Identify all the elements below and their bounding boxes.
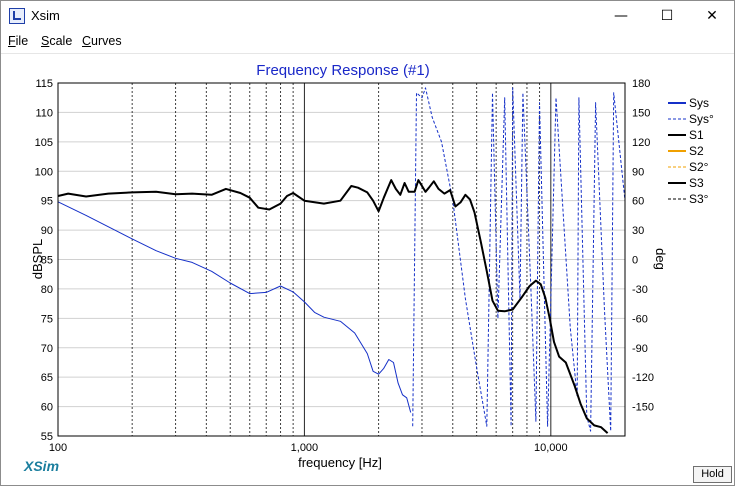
menu-curves[interactable]: Curves xyxy=(82,34,122,48)
y-right-axis-label: deg xyxy=(653,248,668,270)
legend[interactable]: Sys Sys° S1 S2 S2° S3 S3° xyxy=(668,96,714,206)
x-tick-label: 100 xyxy=(49,442,67,454)
plot-frame xyxy=(57,82,626,437)
legend-label: S1 xyxy=(689,128,704,142)
menu-scale[interactable]: Scale xyxy=(41,34,72,48)
y-right-tick-label: 150 xyxy=(632,107,650,119)
menu-curves-label: urves xyxy=(91,34,122,48)
y-right-tick-label: 180 xyxy=(632,78,650,90)
y-right-tick-label: 0 xyxy=(632,255,638,267)
legend-label: S2° xyxy=(689,160,709,174)
minimize-button[interactable]: — xyxy=(614,8,628,24)
y-tick-label: 85 xyxy=(41,255,53,267)
series-line-sys xyxy=(57,201,412,413)
y-tick-label: 60 xyxy=(41,402,53,414)
window-title: Xsim xyxy=(31,8,60,23)
y-right-tick-label: 60 xyxy=(632,196,644,208)
y-right-tick-label: 30 xyxy=(632,225,644,237)
xsim-brand-logo: XSim xyxy=(24,458,60,474)
x-tick-label: 10,000 xyxy=(534,442,568,454)
y-right-tick-label: -120 xyxy=(632,372,654,384)
title-bar[interactable]: Xsim — ☐ ✕ xyxy=(1,1,734,31)
legend-label: S3° xyxy=(689,192,709,206)
y-tick-label: 105 xyxy=(35,137,53,149)
x-tick-label: 1,000 xyxy=(291,442,319,454)
y-right-tick-label: 90 xyxy=(632,166,644,178)
legend-label: Sys° xyxy=(689,112,714,126)
menu-separator xyxy=(1,53,734,54)
hold-button[interactable]: Hold xyxy=(693,466,732,483)
chart-title: Frequency Response (#1) xyxy=(256,62,429,79)
y-tick-label: 100 xyxy=(35,166,53,178)
x-axis-label: frequency [Hz] xyxy=(298,455,382,470)
close-button[interactable]: ✕ xyxy=(706,8,718,24)
y-axis-label: dBSPL xyxy=(30,239,45,279)
legend-label: S3 xyxy=(689,176,704,190)
series-lines xyxy=(57,87,626,434)
menu-file-label: ile xyxy=(15,34,29,48)
y-tick-label: 115 xyxy=(35,78,53,90)
tick-labels: 55 60 65 70 75 80 85 90 95 100 105 110 115 -150 -120 -9… xyxy=(35,78,654,454)
y-tick-label: 95 xyxy=(41,196,53,208)
menu-scale-accel: S xyxy=(41,34,50,48)
y-tick-label: 90 xyxy=(41,225,53,237)
y-tick-label: 65 xyxy=(41,372,53,384)
menu-file-accel: F xyxy=(8,34,16,48)
series-line-sys-phase xyxy=(412,87,626,432)
y-right-tick-label: -150 xyxy=(632,402,654,414)
y-tick-label: 75 xyxy=(41,313,53,325)
maximize-button[interactable]: ☐ xyxy=(660,8,674,24)
menu-bar: File Scale Curves xyxy=(1,32,734,52)
menu-scale-label: cale xyxy=(49,34,73,48)
y-tick-label: 110 xyxy=(35,107,53,119)
y-right-tick-label: -90 xyxy=(632,343,648,355)
series-line-s3 xyxy=(57,179,609,434)
legend-label: Sys xyxy=(689,96,709,110)
grid xyxy=(58,83,626,436)
app-icon[interactable] xyxy=(9,8,25,24)
y-tick-label: 70 xyxy=(41,343,53,355)
menu-curves-accel: C xyxy=(82,34,92,48)
menu-file[interactable]: File xyxy=(8,34,28,48)
y-tick-label: 80 xyxy=(41,284,53,296)
y-right-tick-label: -30 xyxy=(632,284,648,296)
legend-label: S2 xyxy=(689,144,704,158)
y-tick-label: 55 xyxy=(41,431,53,443)
y-right-tick-label: 120 xyxy=(632,137,650,149)
y-right-tick-label: -60 xyxy=(632,313,648,325)
